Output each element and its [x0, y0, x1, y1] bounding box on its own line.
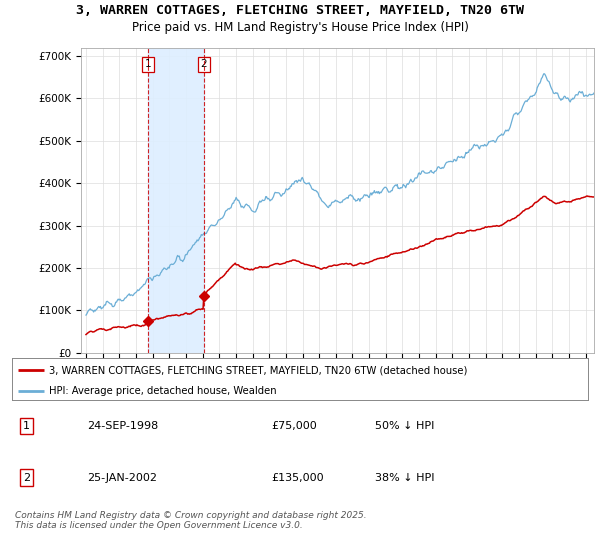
- Text: £75,000: £75,000: [271, 421, 317, 431]
- Text: 3, WARREN COTTAGES, FLETCHING STREET, MAYFIELD, TN20 6TW: 3, WARREN COTTAGES, FLETCHING STREET, MA…: [76, 4, 524, 17]
- Bar: [148, 48, 204, 353]
- Text: 24-SEP-1998: 24-SEP-1998: [87, 421, 158, 431]
- Text: 1: 1: [145, 59, 151, 69]
- Text: HPI: Average price, detached house, Wealden: HPI: Average price, detached house, Weal…: [49, 386, 277, 396]
- Text: 50% ↓ HPI: 50% ↓ HPI: [375, 421, 434, 431]
- Text: 2: 2: [23, 473, 30, 483]
- Text: 25-JAN-2002: 25-JAN-2002: [87, 473, 157, 483]
- Text: 1: 1: [23, 421, 30, 431]
- Text: 3, WARREN COTTAGES, FLETCHING STREET, MAYFIELD, TN20 6TW (detached house): 3, WARREN COTTAGES, FLETCHING STREET, MA…: [49, 365, 468, 375]
- Text: Contains HM Land Registry data © Crown copyright and database right 2025.
This d: Contains HM Land Registry data © Crown c…: [15, 511, 367, 530]
- Text: 2: 2: [200, 59, 207, 69]
- Text: 38% ↓ HPI: 38% ↓ HPI: [375, 473, 434, 483]
- Text: £135,000: £135,000: [271, 473, 324, 483]
- Text: Price paid vs. HM Land Registry's House Price Index (HPI): Price paid vs. HM Land Registry's House …: [131, 21, 469, 34]
